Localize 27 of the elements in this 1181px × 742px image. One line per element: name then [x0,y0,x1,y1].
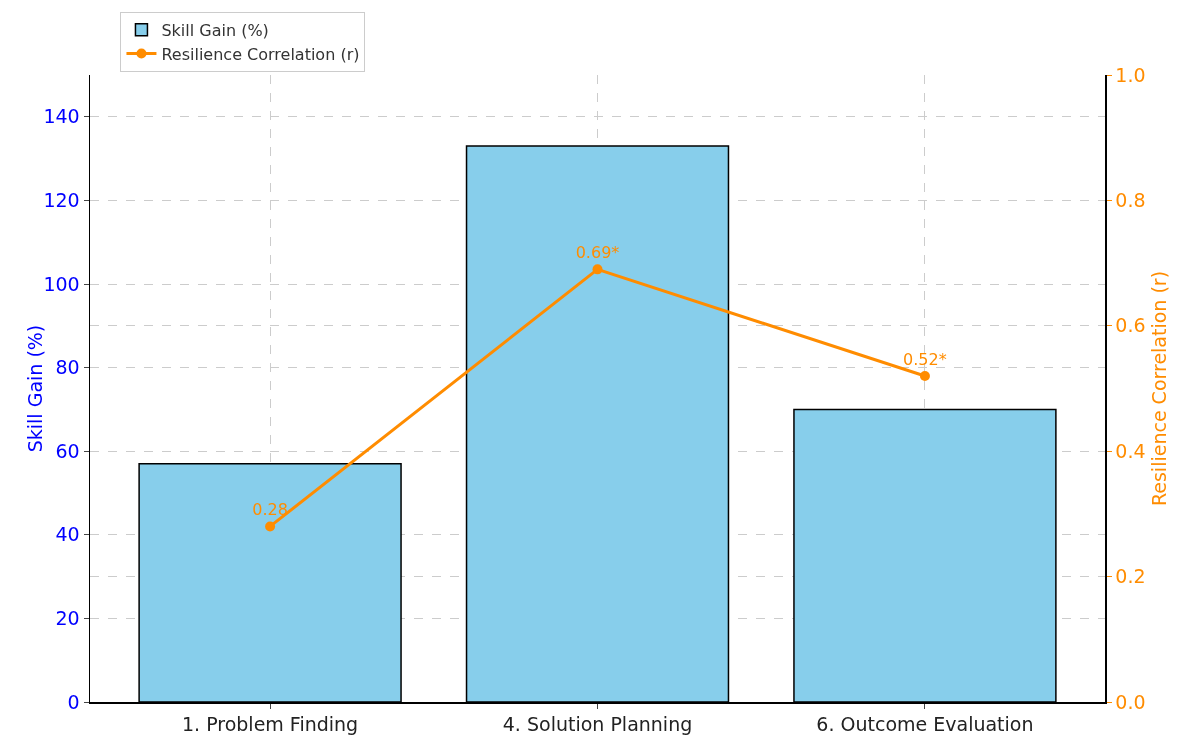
data-label: 0.28 [252,500,288,520]
point [592,264,603,275]
y-tick-label: 120 [43,189,80,212]
x-tick-label: 1. Problem Finding [181,713,359,736]
y-tick-label: 20 [55,607,80,630]
y2-tick-label: 1.0 [1115,63,1146,86]
y-tick-label: 0 [67,690,80,713]
legend-label: Skill Gain (%) [161,21,269,40]
y-tick-label: 100 [43,272,80,295]
y-tick-label: 80 [55,356,80,379]
y-tick-label: 40 [55,523,80,546]
y-tick-label: 60 [55,439,80,462]
legend-label: Resilience Correlation (r) [161,44,360,64]
y-axis-title: Skill Gain (%) [23,324,46,453]
y2-tick-label: 0.2 [1115,565,1146,588]
y2-axis-title: Resilience Correlation (r) [1147,270,1170,507]
y2-tick-label: 0.4 [1115,439,1146,462]
point [919,370,930,381]
y2-tick-label: 0.8 [1115,189,1146,212]
data-label: 0.52* [903,349,947,369]
x-tick-label: 4. Solution Planning [502,713,693,736]
point [265,521,276,532]
y2-tick-label: 0.0 [1115,690,1146,713]
data-label: 0.69* [575,243,620,263]
y-tick-label: 140 [43,105,80,128]
y2-tick-label: 0.6 [1115,314,1146,337]
x-tick-label: 6. Outcome Evaluation [816,713,1034,736]
